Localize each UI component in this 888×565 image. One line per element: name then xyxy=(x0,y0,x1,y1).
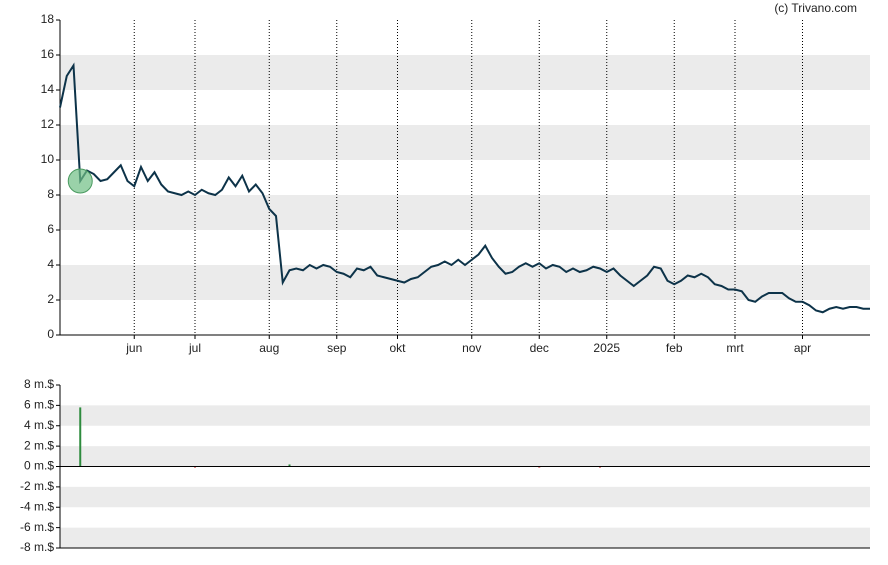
y-tick-label: 2 m.$ xyxy=(24,438,54,452)
grid-band xyxy=(60,55,870,90)
y-tick-label: 0 m.$ xyxy=(24,459,54,473)
x-tick-label: aug xyxy=(259,341,279,355)
x-tick-label: apr xyxy=(794,341,811,355)
grid-band xyxy=(60,265,870,300)
y-tick-label: 12 xyxy=(41,117,55,131)
x-tick-label: jun xyxy=(125,341,142,355)
y-tick-label: 14 xyxy=(41,82,55,96)
price-line xyxy=(59,62,870,314)
y-tick-label: -2 m.$ xyxy=(20,479,54,493)
y-tick-label: 18 xyxy=(41,12,55,26)
y-tick-label: 2 xyxy=(47,292,54,306)
y-tick-label: 8 m.$ xyxy=(24,377,54,391)
y-tick-label: 10 xyxy=(41,152,55,166)
x-tick-label: mrt xyxy=(726,341,744,355)
highlight-marker xyxy=(67,168,93,194)
volume-bar xyxy=(538,466,541,468)
volume-bar xyxy=(194,466,196,468)
grid-band xyxy=(60,195,870,230)
x-tick-label: feb xyxy=(666,341,683,355)
y-tick-label: 6 xyxy=(47,222,54,236)
x-tick-label: okt xyxy=(389,341,406,355)
grid-band xyxy=(60,486,870,508)
y-tick-label: -8 m.$ xyxy=(20,540,54,554)
y-tick-label: -4 m.$ xyxy=(20,499,54,513)
x-tick-label: sep xyxy=(327,341,347,355)
grid-band xyxy=(60,446,870,467)
y-tick-label: 4 m.$ xyxy=(24,418,54,432)
y-tick-label: 16 xyxy=(41,47,55,61)
source-label: (c) Trivano.com xyxy=(774,1,857,15)
x-tick-label: nov xyxy=(462,341,481,355)
grid-band xyxy=(60,527,870,548)
x-tick-label: dec xyxy=(530,341,549,355)
volume-bar xyxy=(599,466,601,468)
y-tick-label: 4 xyxy=(47,257,54,271)
x-tick-label: jul xyxy=(188,341,201,355)
y-tick-label: 6 m.$ xyxy=(24,398,54,412)
y-tick-label: 8 xyxy=(47,187,54,201)
y-tick-label: -6 m.$ xyxy=(20,520,54,534)
x-tick-label: 2025 xyxy=(593,341,620,355)
volume-bar xyxy=(79,407,82,467)
grid-band xyxy=(60,125,870,160)
grid-band xyxy=(60,405,870,426)
volume-bar xyxy=(288,464,291,467)
y-tick-label: 0 xyxy=(47,327,54,341)
